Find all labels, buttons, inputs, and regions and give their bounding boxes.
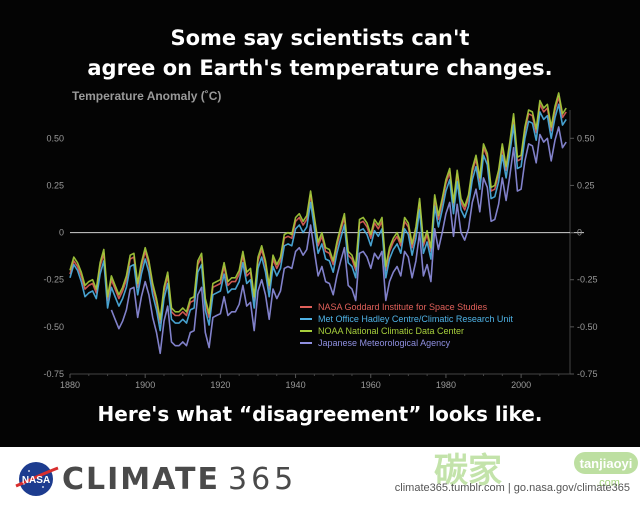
footer-bar <box>0 447 640 508</box>
temperature-anomaly-chart: Temperature Anomaly (˚C) -0.75 -0.75 -0.50… <box>43 89 598 390</box>
footer-urls[interactable]: climate365.tumblr.com | go.nasa.gov/clim… <box>394 482 630 494</box>
chart-axes: -0.75 -0.75 -0.50 -0.50 -0.25 -0.25 0 0 0.25 0.25… <box>43 110 598 390</box>
y-tick-label-right: -0.25 <box>577 275 598 285</box>
series-line-2 <box>69 92 567 321</box>
watermark-chinese-text: 碳家 <box>434 451 502 490</box>
svg-text:NASA: NASA <box>22 475 50 486</box>
series-line-3 <box>110 126 567 355</box>
series-line-0 <box>69 96 567 324</box>
x-tick-label: 1960 <box>361 380 381 390</box>
y-tick-label: -0.25 <box>43 275 64 285</box>
legend-label-0: NASA Goddard Institute for Space Studies <box>318 302 488 312</box>
chart-title: Temperature Anomaly (˚C) <box>72 89 221 103</box>
y-tick-label-right: -0.50 <box>577 322 598 332</box>
watermark-latin-text: tanjiaoyi <box>580 456 633 471</box>
infographic-panel <box>0 0 640 447</box>
brand-climate-365: CLIMATE 365 <box>62 463 297 497</box>
brand-number: 365 <box>228 462 298 497</box>
tanjiaoyi-watermark: 碳家 tanjiaoyi .com <box>434 451 638 490</box>
y-tick-label: 0.25 <box>46 180 64 190</box>
y-tick-label: 0 <box>59 228 64 238</box>
x-tick-label: 1940 <box>286 380 306 390</box>
headline-line-2: agree on Earth's temperature changes. <box>87 56 553 80</box>
chart-legend: NASA Goddard Institute for Space Studies… <box>300 302 513 348</box>
x-tick-label: 1880 <box>60 380 80 390</box>
y-tick-label-right: 0.50 <box>577 133 595 143</box>
bottom-caption: Here's what “disagreement” looks like. <box>97 402 543 426</box>
brand-name: CLIMATE <box>62 462 220 497</box>
y-tick-label-right: 0.25 <box>577 180 595 190</box>
x-tick-label: 2000 <box>511 380 531 390</box>
series-layer <box>69 92 567 355</box>
series-line-1 <box>69 103 567 332</box>
legend-label-1: Met Office Hadley Centre/Climatic Resear… <box>318 314 513 324</box>
y-tick-label: 0.50 <box>46 133 64 143</box>
legend-label-2: NOAA National Climatic Data Center <box>318 326 464 336</box>
y-tick-label-right: 0 <box>577 228 582 238</box>
x-tick-label: 1920 <box>210 380 230 390</box>
legend-label-3: Japanese Meteorological Agency <box>318 338 451 348</box>
y-tick-label: -0.50 <box>43 322 64 332</box>
watermark-domain-text: .com <box>596 477 620 489</box>
y-tick-label-right: -0.75 <box>577 369 598 379</box>
x-tick-label: 1900 <box>135 380 155 390</box>
y-tick-label: -0.75 <box>43 369 64 379</box>
x-tick-label: 1980 <box>436 380 456 390</box>
nasa-logo[interactable]: NASA <box>12 460 60 498</box>
headline-line-1: Some say scientists can't <box>170 26 470 50</box>
